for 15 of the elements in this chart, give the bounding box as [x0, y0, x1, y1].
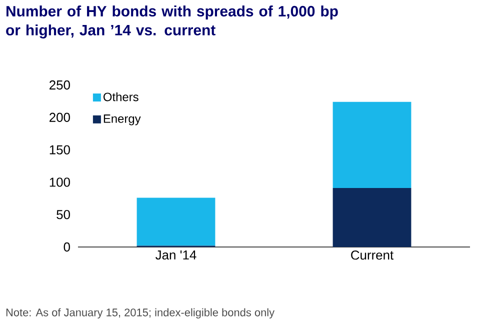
bar — [136, 198, 216, 246]
legend-label: Others — [104, 92, 138, 102]
bar — [332, 102, 412, 188]
x-tick-label: Current — [351, 250, 394, 260]
bar — [332, 188, 412, 247]
y-tick-label: 50 — [56, 210, 70, 220]
y-tick-label: 100 — [50, 178, 70, 187]
x-tick-label: Jan '14 — [156, 250, 196, 260]
y-tick-label: 200 — [50, 112, 70, 122]
text: Note: As of January 15, 2015; index-eligible bonds only — [6, 308, 275, 318]
y-tick-label: 150 — [50, 145, 70, 154]
y-tick-label: 0 — [64, 242, 70, 252]
chart-title: Number of HY bonds with spreads of 1,000 bp or higher, Jan ’14 vs. current — [6, 6, 338, 38]
y-tick-label: 250 — [50, 80, 70, 90]
legend-label: Energy — [104, 114, 141, 126]
